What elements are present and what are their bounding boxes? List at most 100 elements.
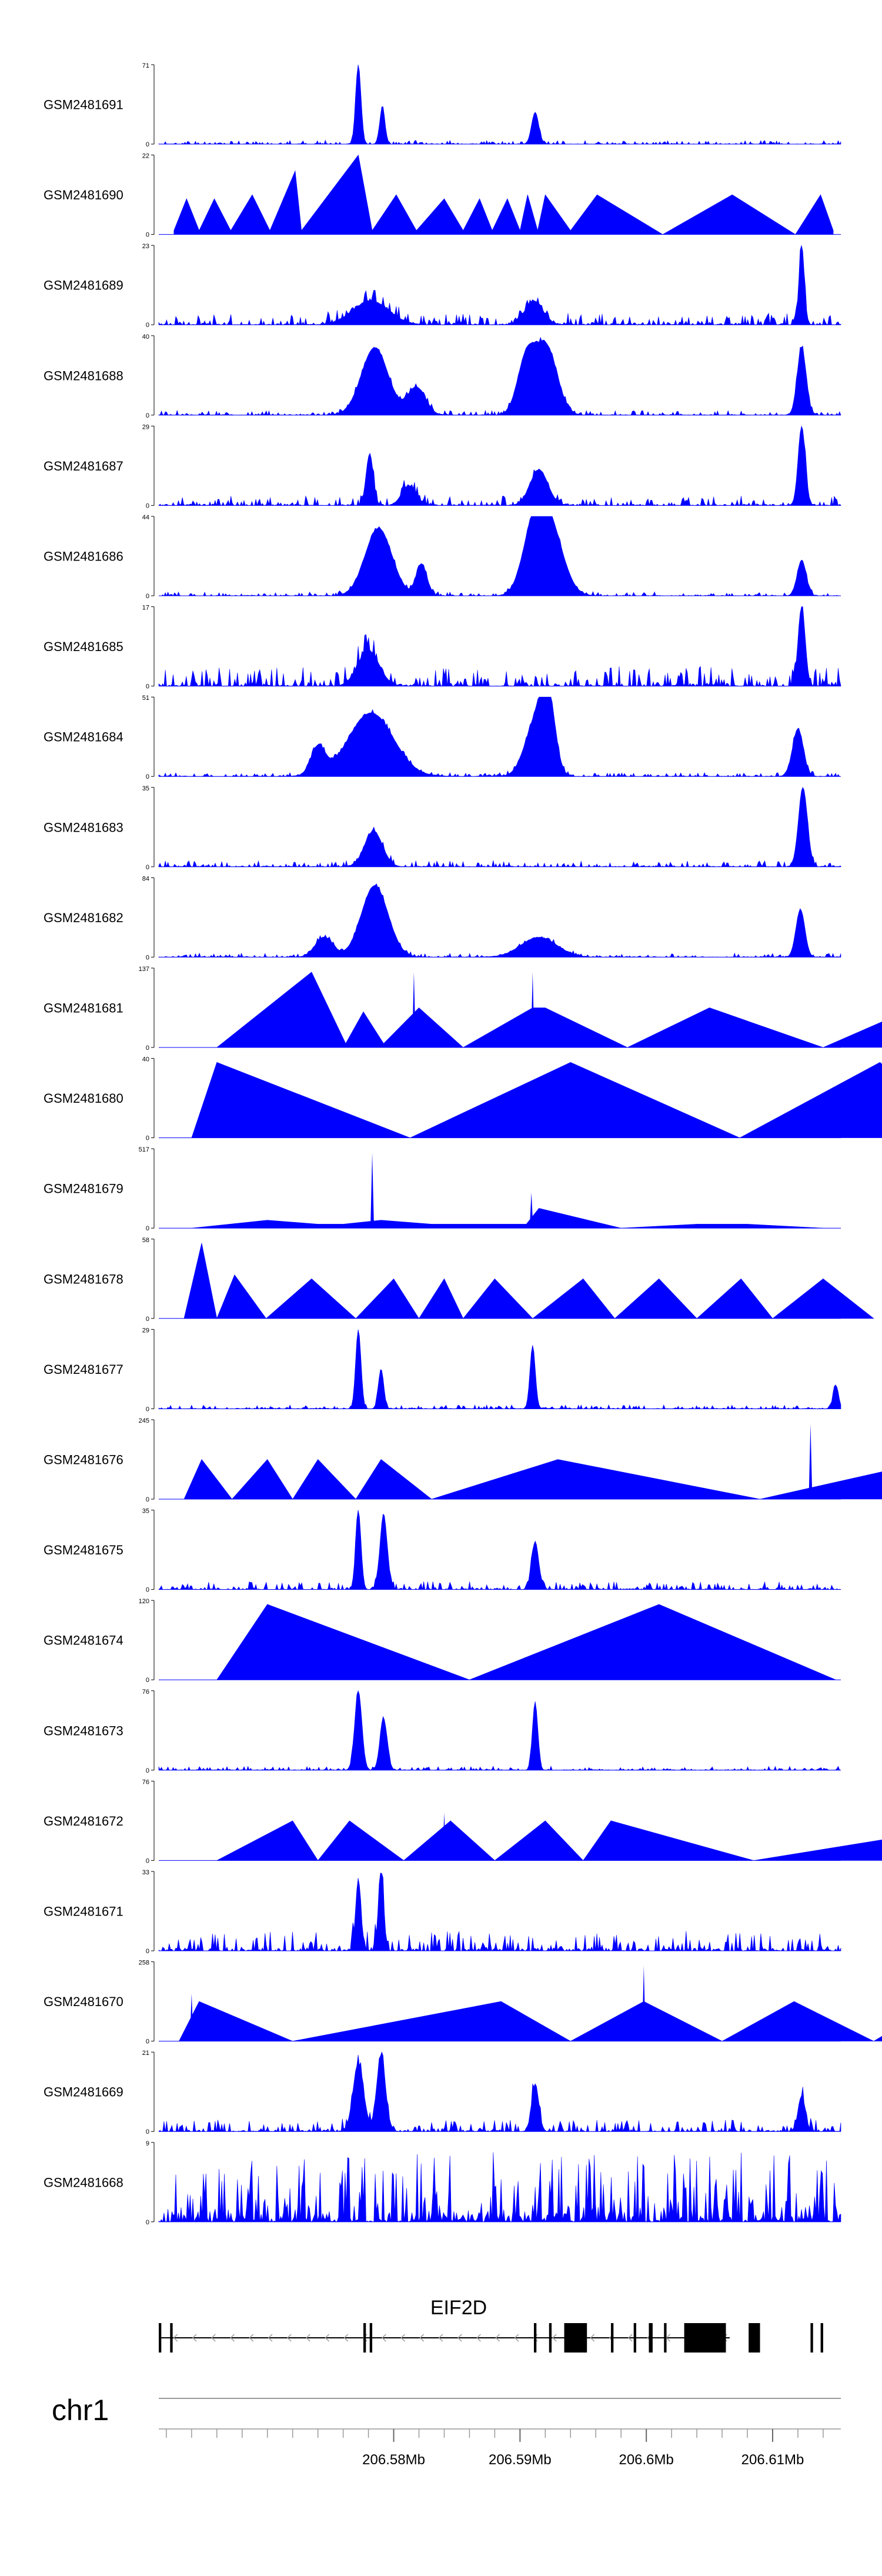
track-label: GSM2481677 <box>44 1362 123 1377</box>
exon <box>534 2323 537 2353</box>
y-min-label: 0 <box>146 232 149 239</box>
track-GSM2481679: GSM2481679 517 0 <box>44 1146 841 1232</box>
track-GSM2481685: GSM2481685 17 0 <box>44 605 841 690</box>
exon <box>369 2323 373 2353</box>
y-max-label: 33 <box>142 1869 149 1876</box>
y-max-label: 29 <box>142 423 149 431</box>
y-max-label: 258 <box>139 1960 149 1967</box>
y-max-label: 35 <box>142 1508 149 1515</box>
track-GSM2481686: GSM2481686 44 0 <box>44 514 841 600</box>
exon <box>159 2323 162 2353</box>
exon <box>684 2323 726 2353</box>
track-GSM2481683: GSM2481683 35 0 <box>44 785 841 871</box>
coverage-area <box>158 606 841 687</box>
y-max-label: 9 <box>146 2140 149 2147</box>
track-label: GSM2481688 <box>44 368 123 383</box>
strand-arrow <box>514 2334 519 2342</box>
track-label: GSM2481675 <box>44 1543 123 1557</box>
y-min-label: 0 <box>146 1406 149 1413</box>
y-min-label: 0 <box>146 1316 149 1323</box>
track-GSM2481678: GSM2481678 58 0 <box>44 1237 874 1323</box>
exon <box>810 2323 813 2353</box>
y-min-label: 0 <box>146 773 149 780</box>
strand-arrow <box>438 2334 443 2342</box>
y-max-label: 245 <box>139 1417 149 1424</box>
track-label: GSM2481687 <box>44 459 123 473</box>
track-GSM2481684: GSM2481684 51 0 <box>44 695 841 780</box>
coverage-spike <box>442 1813 446 1861</box>
coverage-area <box>158 883 841 958</box>
y-max-label: 76 <box>142 1778 149 1786</box>
strand-arrow <box>628 2334 633 2342</box>
track-label: GSM2481676 <box>44 1453 123 1467</box>
coverage-area <box>158 425 841 506</box>
track-GSM2481682: GSM2481682 84 0 <box>44 875 841 961</box>
track-label: GSM2481681 <box>44 1001 123 1016</box>
coverage-area <box>158 1873 841 1951</box>
track-GSM2481672: GSM2481672 76 0 <box>44 1778 882 1864</box>
coverage-area <box>158 1510 841 1590</box>
coverage-area <box>183 1243 874 1319</box>
y-max-label: 17 <box>142 605 149 612</box>
exon <box>170 2323 173 2353</box>
y-max-label: 21 <box>142 2050 149 2057</box>
track-label: GSM2481678 <box>44 1272 123 1286</box>
gene-label: EIF2D <box>430 2297 487 2319</box>
strand-arrow <box>666 2334 671 2342</box>
coverage-area <box>178 2001 882 2041</box>
track-label: GSM2481668 <box>44 2175 123 2190</box>
y-min-label: 0 <box>146 322 149 329</box>
exon <box>749 2323 760 2353</box>
y-max-label: 40 <box>142 1056 149 1063</box>
track-label: GSM2481684 <box>44 730 123 745</box>
track-GSM2481681: GSM2481681 137 0 <box>44 966 882 1052</box>
y-min-label: 0 <box>146 1135 149 1142</box>
y-min-label: 0 <box>146 954 149 961</box>
track-label: GSM2481674 <box>44 1633 123 1648</box>
coverage-area <box>159 516 841 596</box>
y-max-label: 517 <box>139 1146 149 1153</box>
tick-label: 206.6Mb <box>619 2452 673 2468</box>
coverage-area <box>158 696 841 777</box>
coverage-spike <box>530 972 534 1047</box>
exon <box>649 2323 653 2353</box>
track-GSM2481673: GSM2481673 76 0 <box>44 1689 841 1774</box>
y-max-label: 35 <box>142 785 149 792</box>
track-GSM2481687: GSM2481687 29 0 <box>44 423 841 509</box>
track-label: GSM2481670 <box>44 1994 123 2009</box>
track-GSM2481671: GSM2481671 33 0 <box>44 1869 841 1955</box>
y-min-label: 0 <box>146 864 149 871</box>
y-min-label: 0 <box>146 1587 149 1594</box>
track-GSM2481690: GSM2481690 22 0 <box>44 153 841 239</box>
strand-arrow <box>343 2334 349 2342</box>
y-max-label: 58 <box>142 1237 149 1244</box>
coverage-area <box>158 1329 841 1410</box>
strand-arrow <box>400 2334 405 2342</box>
track-GSM2481669: GSM2481669 21 0 <box>44 2050 841 2135</box>
y-min-label: 0 <box>146 412 149 419</box>
y-min-label: 0 <box>146 1677 149 1684</box>
coverage-spike <box>529 1192 533 1229</box>
coverage-area <box>158 2152 841 2223</box>
strand-arrow <box>419 2334 425 2342</box>
coverage-spike <box>808 1423 813 1499</box>
track-GSM2481674: GSM2481674 120 0 <box>44 1598 841 1684</box>
track-GSM2481668: GSM2481668 9 0 <box>44 2140 841 2226</box>
strand-arrow <box>268 2334 273 2342</box>
y-min-label: 0 <box>146 1948 149 1955</box>
tracks-panel: GSM2481691710GSM2481690220GSM2481689230G… <box>44 62 882 2226</box>
y-max-label: 51 <box>142 695 149 702</box>
tick-label: 206.61Mb <box>741 2452 804 2468</box>
coverage-area <box>216 972 882 1048</box>
strand-arrow <box>287 2334 292 2342</box>
strand-arrow <box>192 2334 197 2342</box>
y-min-label: 0 <box>146 2038 149 2046</box>
y-max-label: 40 <box>142 333 149 341</box>
track-GSM2481675: GSM2481675 35 0 <box>44 1508 841 1594</box>
coverage-spike <box>370 1152 375 1229</box>
exon <box>633 2323 636 2353</box>
coverage-area <box>158 787 841 867</box>
strand-arrow <box>325 2334 330 2342</box>
strand-arrow <box>590 2334 595 2342</box>
